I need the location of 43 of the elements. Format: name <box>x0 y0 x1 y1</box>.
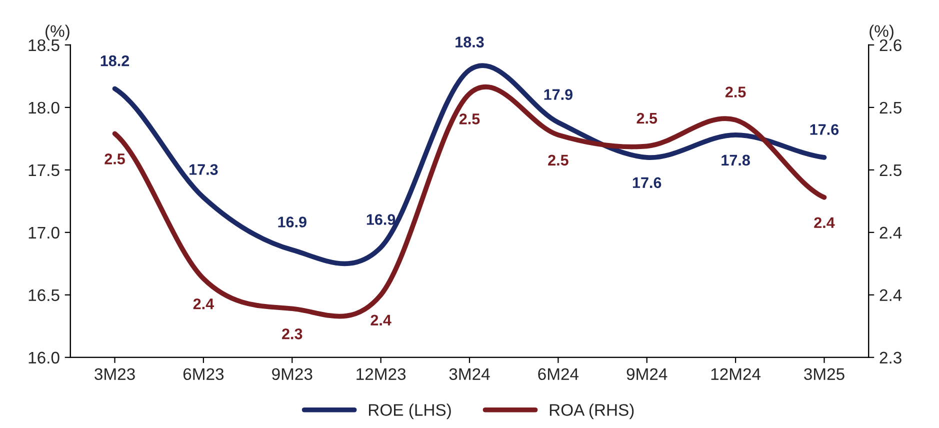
data-label: 2.3 <box>282 328 302 340</box>
x-tick-label: 12M24 <box>711 368 761 380</box>
y2-tick-label: 2.3 <box>880 352 902 364</box>
x-tick-label: 9M23 <box>272 368 312 380</box>
y-axis-title: (%) <box>46 24 70 40</box>
data-label: 16.9 <box>278 216 306 228</box>
y2-axis-title: (%) <box>870 24 894 40</box>
data-label: 2.5 <box>548 154 568 166</box>
legend-label: ROE (LHS) <box>369 404 451 420</box>
data-label: 18.3 <box>456 36 484 48</box>
x-tick-label: 6M23 <box>183 368 224 380</box>
data-label: 2.5 <box>636 112 658 124</box>
x-tick-label: 9M24 <box>626 368 668 380</box>
y-tick-label: 16.5 <box>28 289 60 302</box>
data-label: 2.5 <box>725 86 746 98</box>
data-label: 2.5 <box>459 114 480 124</box>
x-tick-label: 12M23 <box>356 368 406 380</box>
data-label: 17.8 <box>722 154 750 166</box>
data-label: 2.5 <box>104 154 125 164</box>
x-tick-label: 6M24 <box>538 368 579 380</box>
data-label: 17.6 <box>810 124 839 135</box>
y2-tick-label: 2.5 <box>880 102 902 114</box>
y-tick-label: 16.0 <box>28 352 60 364</box>
data-label: 2.4 <box>193 298 214 310</box>
y2-tick-label: 2.6 <box>880 39 902 52</box>
data-label: 2.4 <box>370 314 392 326</box>
y2-tick-label: 2.5 <box>880 164 902 176</box>
y2-tick-label: 2.4 <box>880 289 902 301</box>
x-tick-label: 3M24 <box>449 368 490 380</box>
x-tick-label: 3M25 <box>804 368 844 380</box>
data-label: 2.4 <box>814 217 835 228</box>
y-tick-label: 17.5 <box>28 164 60 176</box>
data-label: 16.9 <box>366 214 396 225</box>
data-label: 17.9 <box>544 89 572 100</box>
data-label: 17.6 <box>632 177 662 188</box>
legend-label: ROA (RHS) <box>550 404 634 420</box>
data-label: 17.3 <box>190 164 218 175</box>
y-tick-label: 18.0 <box>28 102 60 114</box>
x-tick-label: 3M23 <box>94 368 135 380</box>
y2-tick-label: 2.4 <box>880 226 902 238</box>
y-tick-label: 17.0 <box>28 226 60 239</box>
y-tick-label: 18.5 <box>28 39 60 52</box>
data-label: 18.2 <box>100 55 130 66</box>
